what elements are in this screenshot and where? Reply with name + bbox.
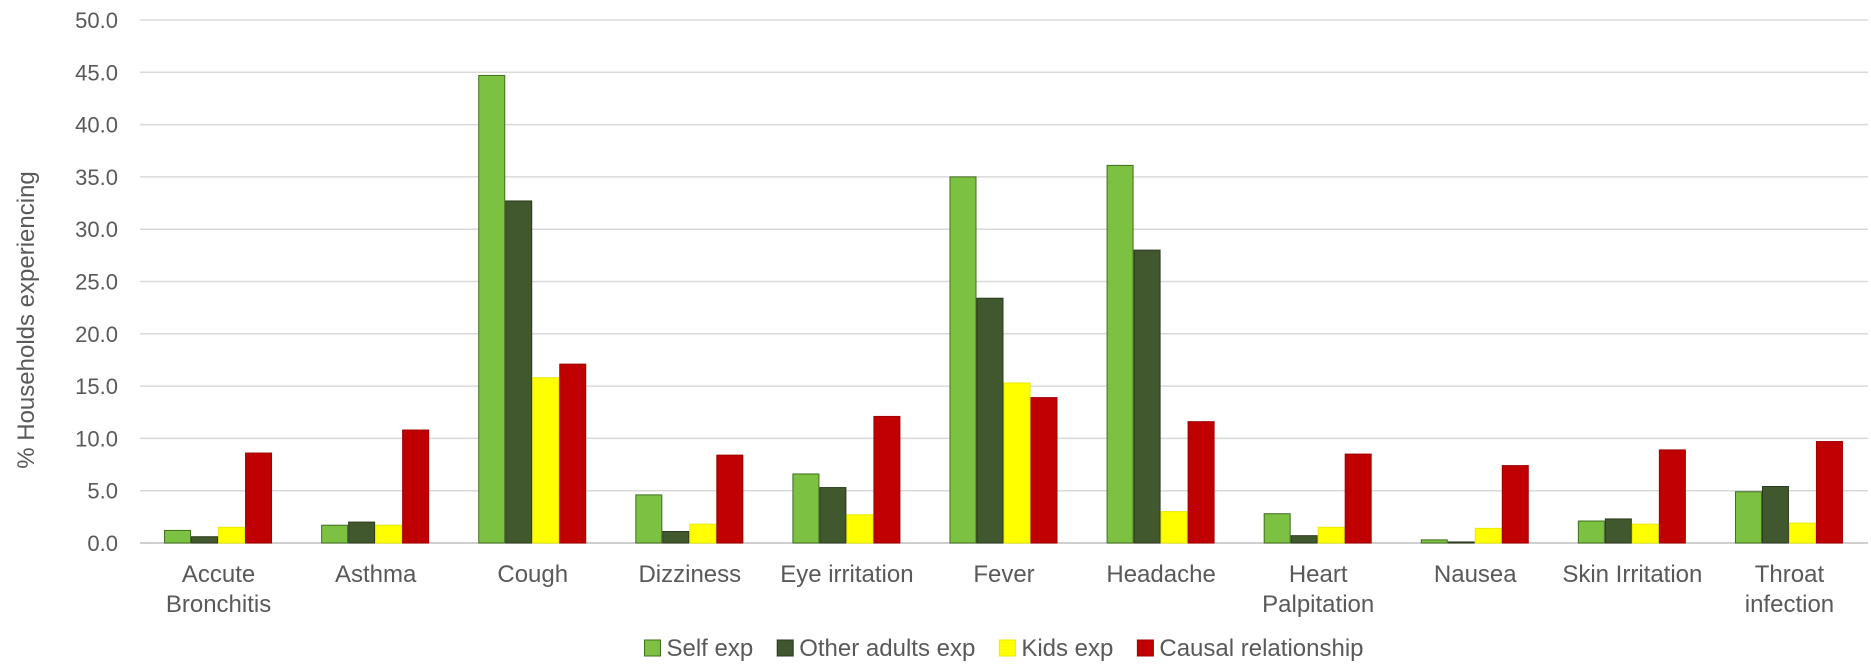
bar-kids-exp: [376, 525, 402, 543]
x-category-label-line: Palpitation: [1262, 591, 1374, 618]
bar-causal-relationship: [246, 453, 272, 543]
bar-self-exp: [1107, 165, 1133, 543]
legend-label: Causal relationship: [1159, 635, 1363, 662]
x-category-label-line: Fever: [973, 561, 1034, 588]
bar-other-adults-exp: [820, 488, 846, 543]
bar-self-exp: [1578, 521, 1604, 543]
bar-causal-relationship: [874, 416, 900, 543]
bar-kids-exp: [219, 527, 245, 543]
x-category-label: Fever: [973, 561, 1034, 588]
bars: [165, 75, 1843, 543]
legend-label: Kids exp: [1021, 635, 1113, 662]
legend: Self exp Other adults exp Kids exp Causal r…: [644, 635, 1363, 662]
x-category-label: Throat infection: [1745, 561, 1834, 618]
bar-causal-relationship: [1188, 422, 1214, 543]
bar-kids-exp: [1632, 524, 1658, 543]
y-tick-label: 30.0: [75, 217, 118, 242]
y-axis-title: % Households experiencing: [13, 171, 40, 469]
x-category-label-line: Cough: [497, 561, 568, 588]
bar-causal-relationship: [1816, 442, 1842, 543]
bar-kids-exp: [690, 524, 716, 543]
bar-causal-relationship: [560, 364, 586, 543]
bar-kids-exp: [1161, 512, 1187, 543]
x-category-label-line: Skin Irritation: [1562, 561, 1702, 588]
bar-self-exp: [1735, 492, 1761, 543]
x-category-label: Nausea: [1434, 561, 1517, 588]
y-tick-label: 35.0: [75, 165, 118, 190]
bar-self-exp: [479, 75, 505, 543]
x-category-label-line: Bronchitis: [166, 591, 271, 618]
x-category-label: Skin Irritation: [1562, 561, 1702, 588]
y-tick-label: 25.0: [75, 270, 118, 295]
bar-other-adults-exp: [506, 201, 532, 543]
x-category-label-line: Headache: [1106, 561, 1215, 588]
legend-swatch: [644, 640, 660, 656]
bar-causal-relationship: [1345, 454, 1371, 543]
x-category-label: Cough: [497, 561, 568, 588]
bar-causal-relationship: [1659, 450, 1685, 543]
bar-other-adults-exp: [1762, 487, 1788, 543]
legend-item-kids-exp: Kids exp: [999, 635, 1113, 662]
x-category-label-line: Eye irritation: [780, 561, 913, 588]
bar-other-adults-exp: [349, 522, 375, 543]
bar-self-exp: [165, 530, 191, 543]
y-tick-label: 40.0: [75, 113, 118, 138]
x-category-label-line: Nausea: [1434, 561, 1517, 588]
bar-causal-relationship: [1031, 398, 1057, 543]
bar-kids-exp: [847, 515, 873, 543]
legend-item-other-adults-exp: Other adults exp: [777, 635, 975, 662]
x-category-label-line: Heart: [1289, 561, 1348, 588]
x-category-label-line: Asthma: [335, 561, 417, 588]
bar-kids-exp: [1789, 523, 1815, 543]
y-tick-label: 5.0: [87, 479, 118, 504]
bar-kids-exp: [533, 378, 559, 543]
bar-self-exp: [636, 495, 662, 543]
bar-other-adults-exp: [1448, 542, 1474, 543]
bar-other-adults-exp: [192, 537, 218, 543]
y-tick-label: 10.0: [75, 426, 118, 451]
legend-swatch: [777, 640, 793, 656]
y-axis-ticks: 0.0 5.0 10.0 15.0 20.0 25.0 30.0 35.0 40.0 45.0 50…: [75, 8, 118, 556]
bar-other-adults-exp: [663, 531, 689, 543]
x-category-label-line: Dizziness: [638, 561, 741, 588]
x-category-label: Heart Palpitation: [1262, 561, 1374, 618]
bar-other-adults-exp: [1605, 519, 1631, 543]
legend-label: Other adults exp: [799, 635, 975, 662]
x-category-label: Asthma: [335, 561, 417, 588]
legend-swatch: [999, 640, 1015, 656]
bar-self-exp: [322, 525, 348, 543]
x-category-label: Dizziness: [638, 561, 741, 588]
bar-self-exp: [950, 177, 976, 543]
bar-other-adults-exp: [977, 298, 1003, 543]
bar-causal-relationship: [403, 430, 429, 543]
bar-kids-exp: [1475, 528, 1501, 543]
x-category-label-line: infection: [1745, 591, 1834, 618]
y-tick-label: 20.0: [75, 322, 118, 347]
x-axis-categories: Accute Bronchitis Asthma Cough Dizziness Eye …: [166, 561, 1834, 618]
x-category-label-line: Accute: [182, 561, 255, 588]
x-category-label: Accute Bronchitis: [166, 561, 271, 618]
legend-item-self-exp: Self exp: [644, 635, 753, 662]
legend-swatch: [1137, 640, 1153, 656]
bar-other-adults-exp: [1134, 250, 1160, 543]
bar-self-exp: [793, 474, 819, 543]
x-category-label-line: Throat: [1755, 561, 1825, 588]
y-tick-label: 50.0: [75, 8, 118, 33]
x-category-label: Headache: [1106, 561, 1215, 588]
y-tick-label: 15.0: [75, 374, 118, 399]
bar-kids-exp: [1004, 383, 1030, 543]
bar-kids-exp: [1318, 527, 1344, 543]
bar-self-exp: [1264, 514, 1290, 543]
bar-causal-relationship: [1502, 466, 1528, 543]
bar-other-adults-exp: [1291, 536, 1317, 543]
y-tick-label: 45.0: [75, 60, 118, 85]
bar-causal-relationship: [717, 455, 743, 543]
x-category-label: Eye irritation: [780, 561, 913, 588]
y-tick-label: 0.0: [87, 531, 118, 556]
legend-item-causal-relationship: Causal relationship: [1137, 635, 1363, 662]
legend-label: Self exp: [666, 635, 753, 662]
bar-self-exp: [1421, 540, 1447, 543]
